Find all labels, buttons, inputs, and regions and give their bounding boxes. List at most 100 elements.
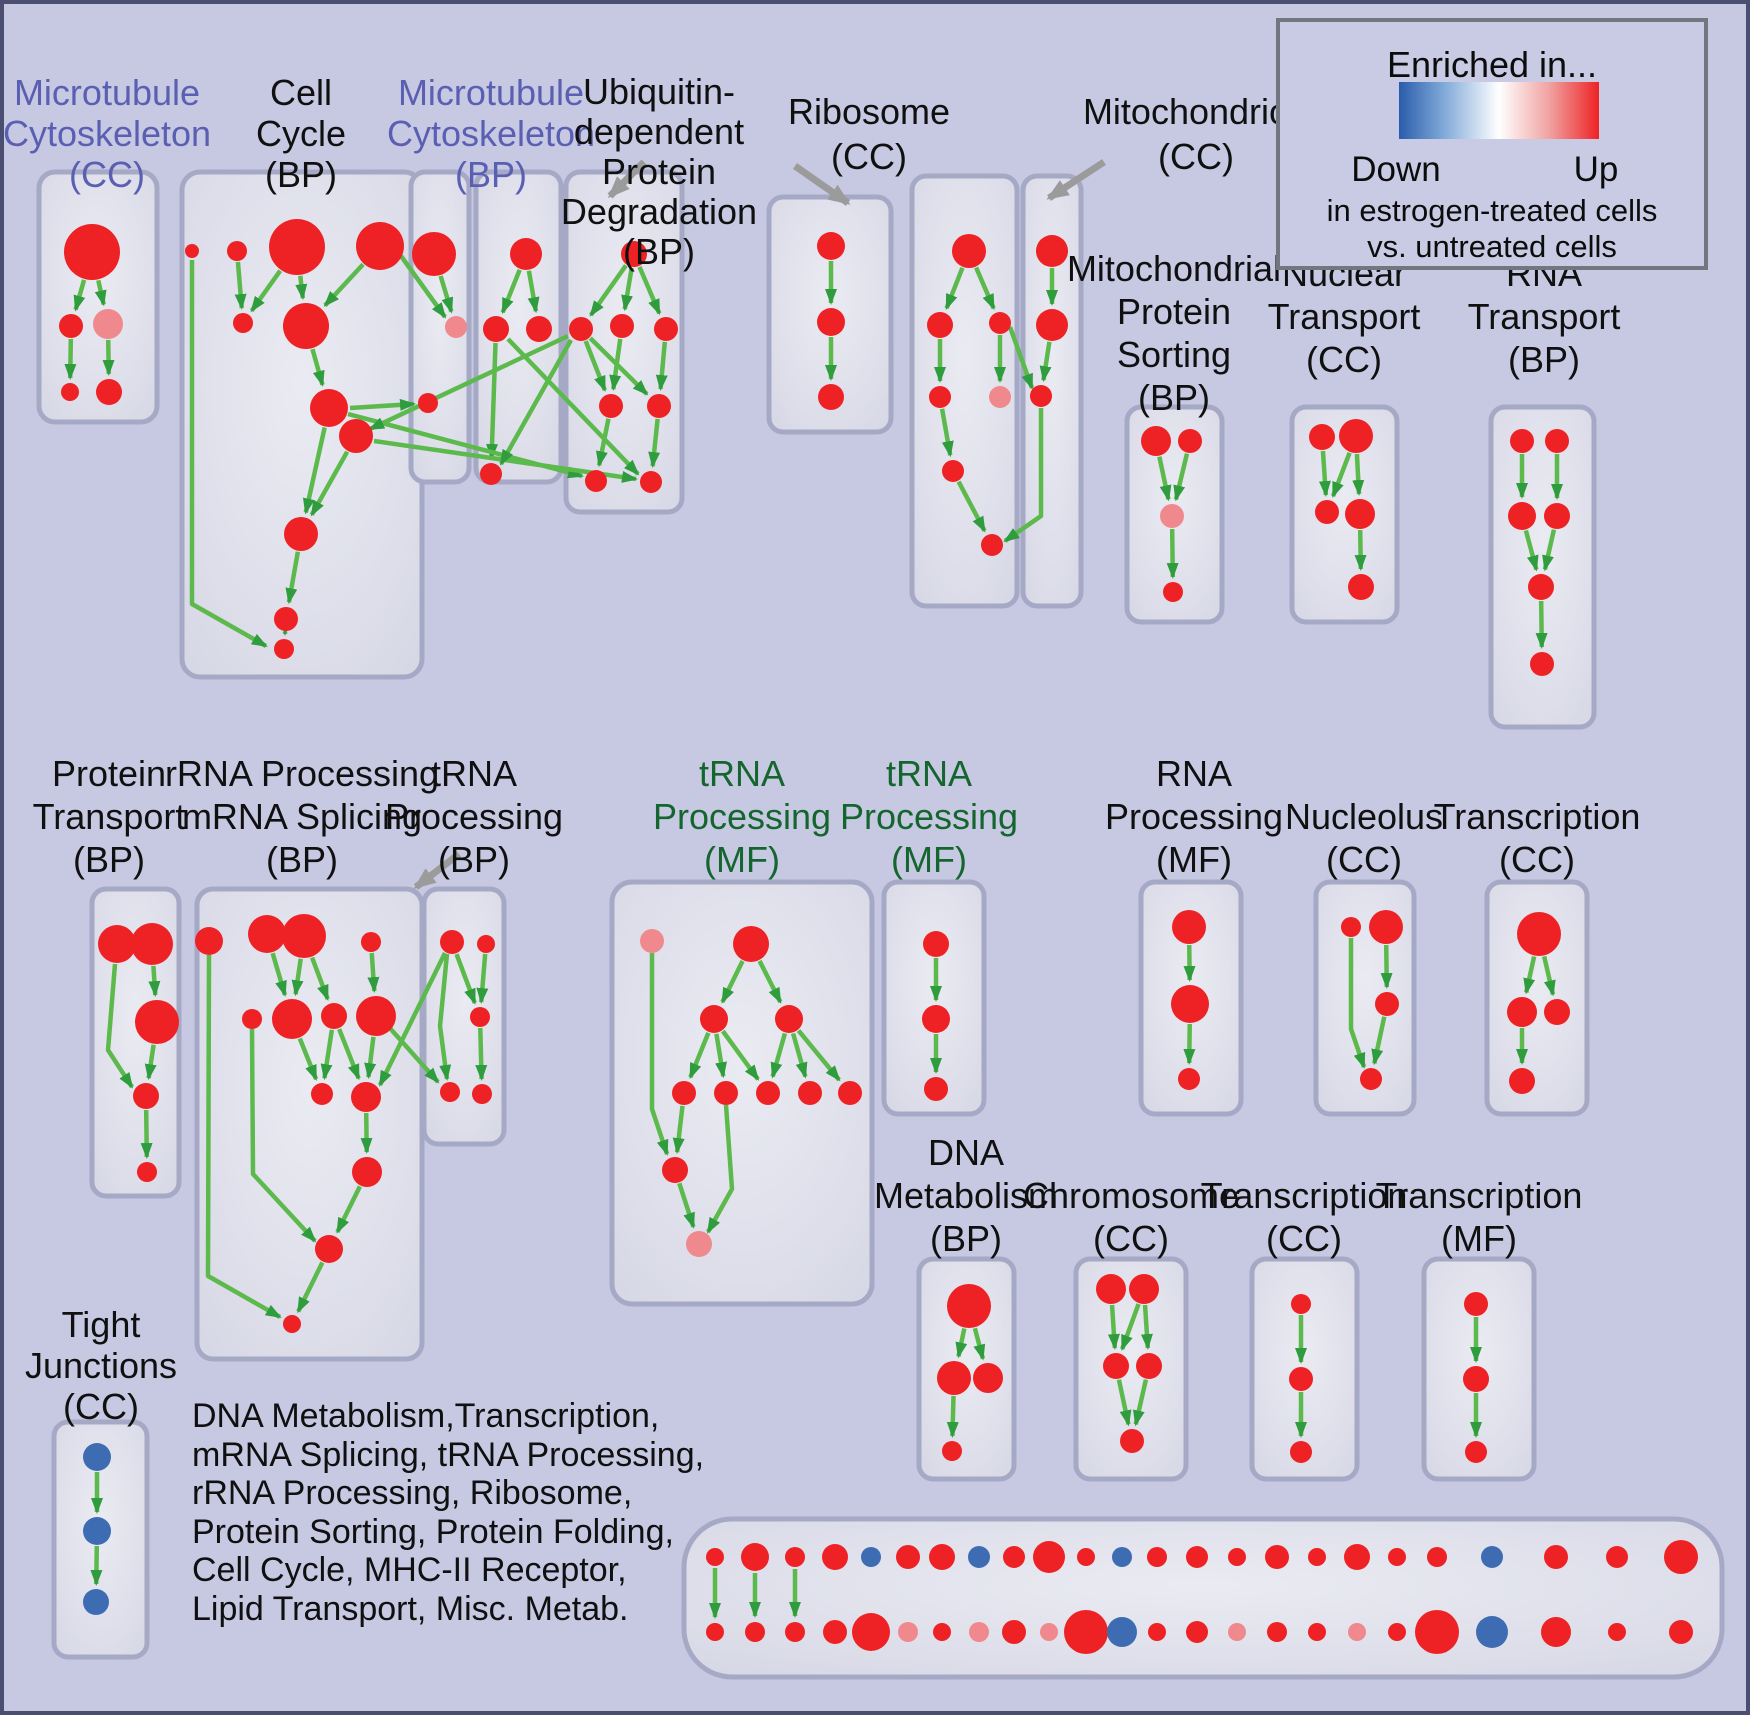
go-term-node bbox=[1507, 997, 1537, 1027]
go-term-node bbox=[98, 925, 136, 963]
edge-arrow bbox=[596, 418, 611, 468]
edge-arrow bbox=[706, 1104, 735, 1234]
edge-arrow bbox=[337, 1028, 361, 1081]
go-term-node bbox=[418, 393, 438, 413]
go-term-node bbox=[1186, 1546, 1208, 1568]
edge-arrow bbox=[677, 1182, 696, 1229]
edge-arrow bbox=[437, 953, 452, 1081]
go-term-node bbox=[1375, 992, 1399, 1016]
cluster-box-transcription-cc-mid bbox=[1484, 879, 1590, 1117]
go-term-node bbox=[1510, 429, 1534, 453]
go-term-node bbox=[315, 1235, 343, 1263]
cross-cluster-edge-arrow bbox=[1007, 326, 1035, 390]
cross-cluster-edge-arrow bbox=[399, 254, 447, 319]
cluster-label-nucleolus-cc: Nucleolus (CC) bbox=[1284, 796, 1444, 880]
edge-arrow bbox=[1003, 408, 1044, 543]
go-term-node bbox=[968, 1546, 990, 1568]
go-term-node bbox=[1033, 1541, 1065, 1573]
edge-arrow bbox=[205, 954, 282, 1319]
go-term-node bbox=[1228, 1548, 1246, 1566]
go-term-node bbox=[1289, 1367, 1313, 1391]
cluster-label-chromosome-cc: Chromosome (CC) bbox=[1022, 1175, 1240, 1259]
edge-arrow bbox=[102, 339, 115, 377]
go-term-node bbox=[83, 1443, 111, 1471]
go-term-node bbox=[274, 639, 294, 659]
cluster-label-nuclear-transport-cc: Nuclear Transport (CC) bbox=[1267, 253, 1421, 380]
edge-arrow bbox=[323, 262, 365, 307]
go-term-node bbox=[480, 463, 502, 485]
edge-arrow bbox=[1535, 600, 1548, 650]
edge-arrow bbox=[583, 340, 607, 393]
go-term-node bbox=[1171, 985, 1209, 1023]
edge-arrow bbox=[105, 963, 134, 1089]
go-term-node bbox=[137, 1162, 157, 1182]
go-term-node bbox=[93, 309, 123, 339]
go-term-node bbox=[1341, 917, 1361, 937]
go-term-node bbox=[686, 1231, 712, 1257]
edge-arrow bbox=[94, 279, 107, 307]
go-term-node bbox=[1388, 1623, 1406, 1641]
go-term-node bbox=[1606, 1546, 1628, 1568]
edge-arrow bbox=[637, 265, 662, 316]
go-term-node bbox=[741, 1543, 769, 1571]
go-term-node bbox=[1003, 1546, 1025, 1568]
go-term-node bbox=[733, 926, 769, 962]
edge-arrow bbox=[972, 1327, 986, 1361]
cluster-label-rna-processing-mf: RNA Processing (MF) bbox=[1104, 753, 1284, 880]
go-term-node bbox=[472, 1084, 492, 1104]
edge-arrow bbox=[621, 267, 634, 312]
edge-arrow bbox=[1330, 452, 1352, 498]
go-term-node bbox=[585, 470, 607, 492]
go-term-node bbox=[947, 1284, 991, 1328]
go-term-node bbox=[1545, 429, 1569, 453]
go-term-node bbox=[823, 1620, 847, 1644]
edge-arrow bbox=[296, 1261, 325, 1314]
go-term-node bbox=[1178, 429, 1202, 453]
go-term-node bbox=[1309, 424, 1335, 450]
edge-arrow bbox=[90, 1545, 103, 1587]
cluster-label-protein-transport-bp: Protein Transport (BP) bbox=[32, 753, 186, 880]
go-term-node bbox=[1136, 1353, 1162, 1379]
go-term-node bbox=[1172, 910, 1206, 944]
edges-layer bbox=[64, 254, 1563, 1619]
go-term-node bbox=[96, 379, 122, 405]
edge-arrow bbox=[609, 338, 623, 392]
go-term-node bbox=[706, 1548, 724, 1566]
cluster-label-ribosome-cc: Ribosome (CC) bbox=[787, 91, 951, 177]
legend-down-label: Down bbox=[1351, 150, 1441, 189]
go-term-node bbox=[351, 1082, 381, 1112]
cluster-label-dna-metabolism-bp: DNA Metabolism (BP) bbox=[873, 1132, 1059, 1259]
edge-arrow bbox=[1157, 456, 1172, 502]
cluster-box-mitochondrion-cc bbox=[1020, 173, 1084, 609]
edge-arrow bbox=[944, 266, 965, 311]
edge-arrow bbox=[1523, 529, 1539, 572]
cluster-box-ribosome-cc bbox=[909, 173, 1020, 609]
go-term-node bbox=[1163, 582, 1183, 602]
edge-arrow bbox=[1348, 938, 1367, 1069]
nodes-layer bbox=[59, 219, 1698, 1654]
go-term-node bbox=[185, 244, 199, 258]
edge-arrow bbox=[486, 342, 499, 461]
go-term-node bbox=[233, 313, 253, 333]
edge-arrow bbox=[1116, 1379, 1132, 1427]
edge-arrow bbox=[335, 1185, 362, 1234]
cross-cluster-edge-arrow bbox=[506, 337, 640, 476]
edge-arrow bbox=[475, 1027, 488, 1082]
go-term-node bbox=[195, 927, 223, 955]
go-term-node bbox=[714, 1081, 738, 1105]
go-term-node bbox=[706, 1623, 724, 1641]
cluster-box-chromosome-cc bbox=[1073, 1256, 1189, 1482]
edge-arrow bbox=[1318, 450, 1331, 498]
go-term-node bbox=[83, 1517, 111, 1545]
edge-arrow bbox=[1542, 529, 1557, 572]
go-term-node bbox=[973, 1363, 1003, 1393]
go-term-node bbox=[640, 471, 662, 493]
go-term-node bbox=[1348, 574, 1374, 600]
label-callout-arrow-icon bbox=[607, 159, 647, 199]
cluster-label-microtubule-cytoskeleton-cc: Microtubule Cytoskeleton (CC) bbox=[2, 72, 212, 195]
go-term-node bbox=[1315, 500, 1339, 524]
cluster-label-trna-processing-mf-small: tRNA Processing (MF) bbox=[839, 753, 1019, 880]
go-term-node bbox=[1103, 1353, 1129, 1379]
edge-arrow bbox=[720, 960, 745, 1004]
edge-arrow bbox=[946, 1395, 959, 1439]
